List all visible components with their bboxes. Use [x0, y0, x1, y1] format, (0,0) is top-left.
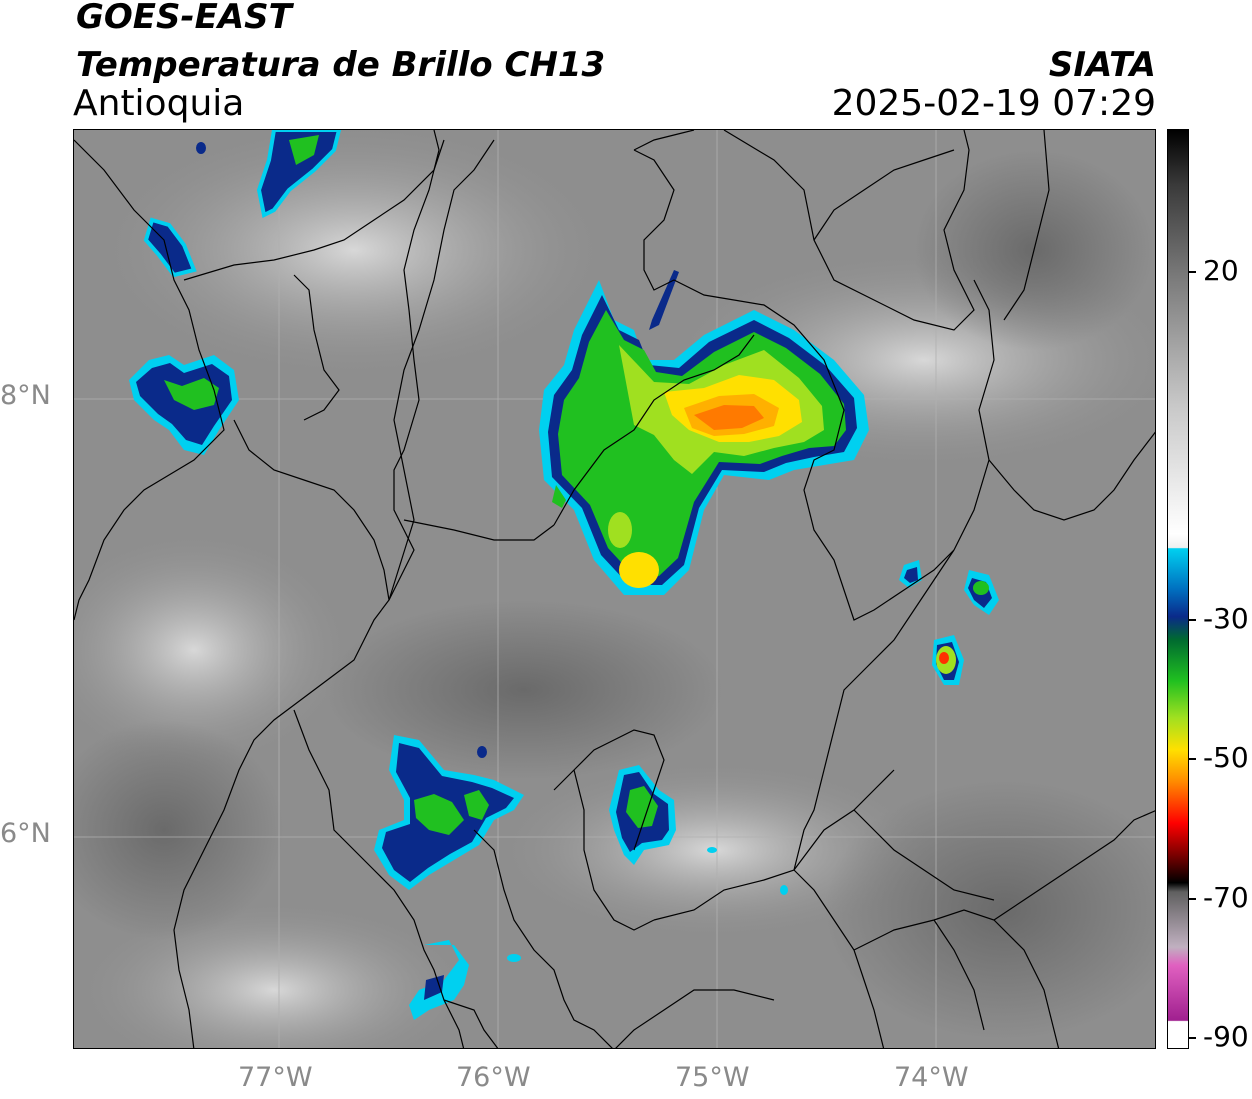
colorbar-label: -50	[1203, 741, 1249, 774]
colorbar	[1167, 129, 1189, 1049]
map-panel[interactable]	[73, 129, 1156, 1049]
lon-label-76W: 76°W	[456, 1062, 531, 1093]
colorbar-label: -30	[1203, 602, 1249, 635]
datetime-title: 2025-02-19 07:29	[831, 83, 1156, 124]
region-title: Antioquia	[73, 83, 245, 124]
storm-cell-southwest	[374, 735, 788, 1020]
agency-title: SIATA	[1048, 45, 1156, 85]
lat-label-6N: 6°N	[0, 818, 51, 849]
colorbar-label: 20	[1203, 254, 1239, 287]
storm-cell-main	[539, 270, 869, 595]
brightness-temperature-map	[74, 130, 1155, 1048]
colorbar-tick	[1189, 898, 1196, 900]
colorbar-label: -90	[1203, 1020, 1249, 1053]
satellite-title: GOES-EAST	[76, 0, 292, 37]
lon-label-77W: 77°W	[238, 1062, 313, 1093]
lon-label-74W: 74°W	[894, 1062, 969, 1093]
storm-cell-northwest	[129, 130, 342, 455]
storm-cell-east	[899, 560, 999, 685]
colorbar-tick	[1189, 758, 1196, 760]
colorbar-tick	[1189, 619, 1196, 621]
lon-label-75W: 75°W	[675, 1062, 750, 1093]
borders	[74, 130, 1155, 1048]
colorbar-tick	[1189, 271, 1196, 273]
colorbar-label: -70	[1203, 881, 1249, 914]
product-title: Temperatura de Brillo CH13	[76, 45, 606, 85]
lat-label-8N: 8°N	[0, 380, 51, 411]
colorbar-tick	[1189, 1037, 1196, 1039]
